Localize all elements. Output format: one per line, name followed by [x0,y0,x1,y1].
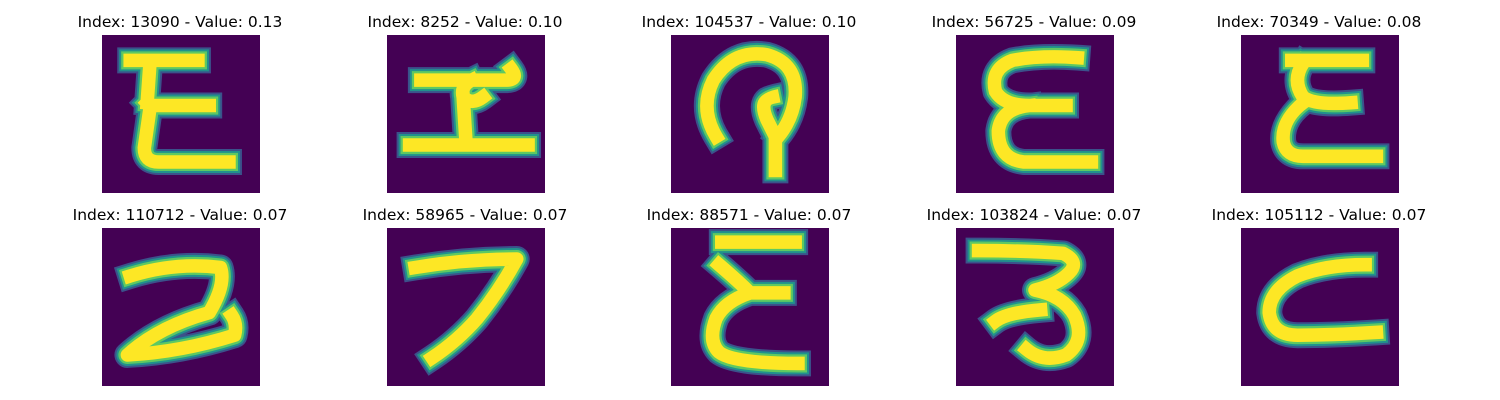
panel-title: Index: 56725 - Value: 0.09 [931,13,1137,31]
panel-title: Index: 110712 - Value: 0.07 [72,206,288,224]
glyph-stroke [700,47,803,178]
digit-image [1241,228,1399,386]
glyph-stroke [407,252,524,368]
glyph-stroke [1262,257,1384,342]
z-glyph-icon [113,252,249,368]
panel-title: Index: 70349 - Value: 0.08 [1216,13,1422,31]
glyph-stroke [123,53,236,169]
panel-title: Index: 88571 - Value: 0.07 [646,206,852,224]
digit-image [671,35,829,193]
digit-image [387,228,545,386]
seven-glyph-icon [400,246,530,376]
glyph-stroke [402,59,535,152]
digit-image [387,35,545,193]
e-glyph-icon [981,43,1105,175]
panel-title: Index: 104537 - Value: 0.10 [641,13,857,31]
digit-image [1241,35,1399,193]
glyph-stroke [705,235,805,371]
glyph-stroke [120,259,243,362]
digit-image [102,35,260,193]
panel-title: Index: 13090 - Value: 0.13 [77,13,283,31]
panel-title: Index: 105112 - Value: 0.07 [1211,206,1427,224]
three-glyph-icon [965,237,1092,372]
loop-glyph-icon [693,40,809,184]
glyph-stroke [971,243,1086,365]
digit-image [956,35,1114,193]
e-glyph-icon [117,47,242,175]
e-glyph-icon [699,229,811,377]
glyph-stroke [1276,53,1384,164]
panel-title: Index: 58965 - Value: 0.07 [362,206,568,224]
panel-title: Index: 103824 - Value: 0.07 [926,206,1142,224]
c-glyph-icon [1256,251,1391,349]
glyph-stroke [987,49,1099,169]
digit-image [956,228,1114,386]
panel-title: Index: 8252 - Value: 0.10 [367,13,563,31]
e-glyph-icon [1270,45,1390,170]
pi-glyph-icon [396,50,542,159]
digit-image [671,228,829,386]
digit-image [102,228,260,386]
